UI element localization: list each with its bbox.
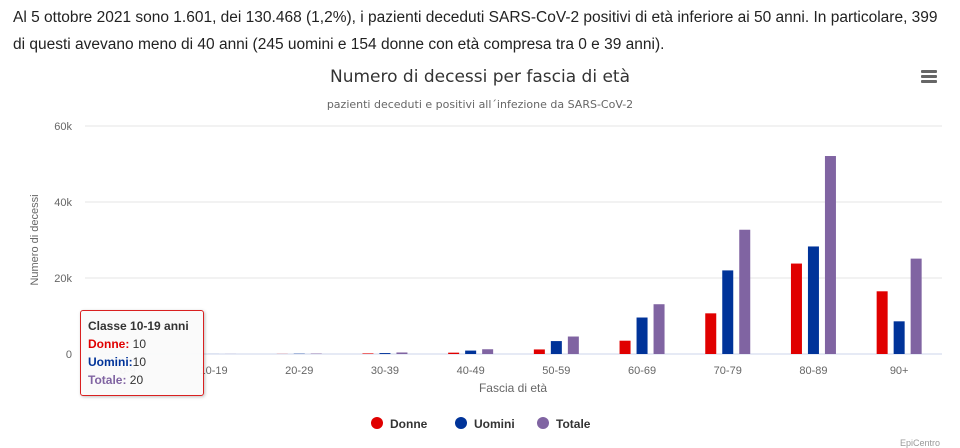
bar-totale-70-79 xyxy=(739,230,750,354)
x-tick-label: 90+ xyxy=(890,365,909,377)
x-tick-label: 80-89 xyxy=(799,365,827,377)
x-tick-label: 70-79 xyxy=(714,365,742,377)
bar-uomini-50-59 xyxy=(551,341,562,354)
legend-marker-donne xyxy=(371,417,383,429)
y-tick-label: 60k xyxy=(54,121,72,133)
tooltip-row-uomini: Uomini:10 xyxy=(88,353,196,371)
bar-donne-80-89 xyxy=(791,264,802,354)
bar-totale-30-39 xyxy=(396,352,407,354)
bar-totale-50-59 xyxy=(568,337,579,354)
bar-donne-30-39 xyxy=(362,353,373,354)
tooltip-row-totale: Totale: 20 xyxy=(88,371,196,389)
x-tick-label: 20-29 xyxy=(285,365,313,377)
bar-totale-60-69 xyxy=(654,304,665,354)
tooltip-row-donne: Donne: 10 xyxy=(88,335,196,353)
bar-uomini-40-49 xyxy=(465,351,476,354)
chart-title: Numero di decessi per fascia di età xyxy=(330,67,630,87)
chart-subtitle: pazienti deceduti e positivi all´infezio… xyxy=(327,98,633,111)
x-tick-label: 60-69 xyxy=(628,365,656,377)
y-tick-label: 0 xyxy=(66,349,72,361)
tooltip-label-totale: Totale: xyxy=(88,373,126,387)
chart-tooltip: Classe 10-19 anni Donne: 10 Uomini:10 To… xyxy=(80,310,204,396)
deaths-by-age-chart: Numero di decessi per fascia di età pazie… xyxy=(0,60,960,447)
bar-totale-80-89 xyxy=(825,156,836,354)
legend-marker-totale xyxy=(537,417,549,429)
bar-uomini-80-89 xyxy=(808,246,819,354)
tooltip-value-donne: 10 xyxy=(133,337,146,351)
intro-paragraph: Al 5 ottobre 2021 sono 1.601, dei 130.46… xyxy=(13,4,948,58)
tooltip-label-donne: Donne: xyxy=(88,337,129,351)
bar-uomini-60-69 xyxy=(637,318,648,354)
bar-uomini-70-79 xyxy=(722,270,733,354)
x-tick-label: 40-49 xyxy=(457,365,485,377)
legend-label-donne: Donne xyxy=(390,417,428,431)
bar-donne-90+ xyxy=(877,291,888,354)
y-tick-label: 40k xyxy=(54,197,72,209)
x-tick-label: 50-59 xyxy=(542,365,570,377)
bar-uomini-30-39 xyxy=(379,353,390,354)
tooltip-value-uomini: 10 xyxy=(133,355,146,369)
legend-marker-uomini xyxy=(455,417,467,429)
bar-uomini-90+ xyxy=(894,321,905,354)
bar-donne-40-49 xyxy=(448,353,459,354)
x-axis-label: Fascia di età xyxy=(479,381,547,395)
legend-label-totale: Totale xyxy=(556,417,591,431)
bar-donne-60-69 xyxy=(620,341,631,354)
y-axis-label: Numero di decessi xyxy=(29,194,41,285)
tooltip-value-totale: 20 xyxy=(130,373,143,387)
y-tick-label: 20k xyxy=(54,273,72,285)
tooltip-title: Classe 10-19 anni xyxy=(88,317,196,335)
hamburger-menu-icon[interactable] xyxy=(921,70,937,83)
bar-totale-40-49 xyxy=(482,349,493,354)
bar-donne-70-79 xyxy=(705,313,716,354)
tooltip-label-uomini: Uomini: xyxy=(88,355,133,369)
legend-label-uomini: Uomini xyxy=(474,417,515,431)
bar-totale-90+ xyxy=(911,259,922,354)
bar-donne-50-59 xyxy=(534,349,545,354)
x-tick-label: 30-39 xyxy=(371,365,399,377)
